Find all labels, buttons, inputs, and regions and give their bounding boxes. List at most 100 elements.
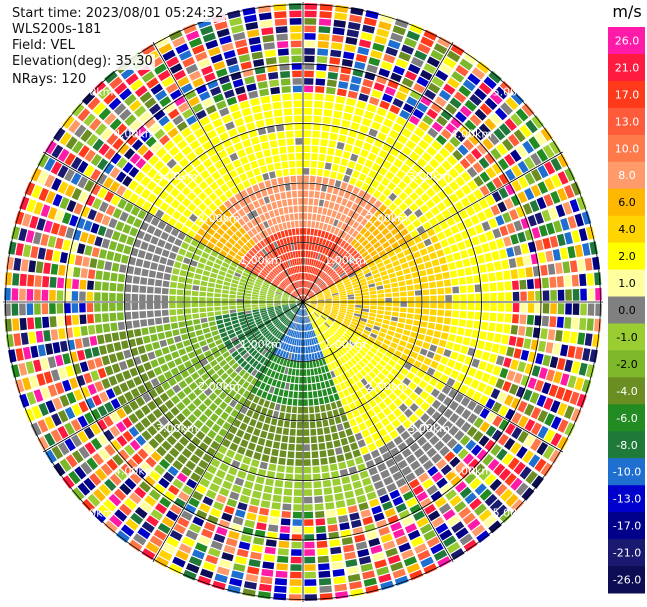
range-gate: [364, 272, 372, 278]
range-gate: [71, 303, 79, 313]
range-gate: [185, 30, 200, 41]
range-gate: [403, 208, 413, 217]
range-gate: [243, 255, 251, 262]
range-gate: [222, 363, 231, 372]
range-gate: [184, 219, 194, 228]
range-gate: [473, 320, 481, 330]
range-gate: [549, 356, 559, 369]
range-gate: [261, 328, 268, 335]
range-gate: [399, 340, 407, 347]
range-gate: [255, 281, 262, 286]
range-gate: [214, 407, 224, 416]
range-gate: [477, 211, 487, 222]
range-gate: [260, 430, 268, 439]
range-gate: [137, 527, 151, 540]
range-gate: [246, 284, 253, 289]
range-gate: [313, 276, 318, 283]
range-gate: [280, 525, 290, 533]
range-gate: [318, 26, 331, 34]
range-gate: [317, 306, 324, 310]
range-gate: [447, 515, 460, 527]
range-gate: [340, 373, 347, 381]
range-gate: [318, 262, 323, 269]
range-gate: [333, 352, 339, 360]
range-gate: [369, 215, 378, 224]
range-gate: [487, 458, 500, 471]
range-gate: [399, 484, 411, 495]
range-gate: [282, 374, 287, 382]
range-gate: [57, 410, 69, 423]
range-gate: [285, 328, 290, 335]
range-gate: [364, 110, 375, 120]
range-gate: [219, 559, 232, 569]
range-gate: [321, 286, 328, 291]
range-gate: [333, 203, 340, 211]
range-gate: [319, 374, 324, 382]
range-gate: [350, 442, 359, 451]
range-gate: [385, 136, 396, 146]
range-gate: [257, 276, 264, 282]
range-gate: [513, 461, 526, 475]
range-gate: [389, 104, 401, 115]
range-gate: [304, 280, 307, 288]
range-gate: [377, 298, 385, 302]
range-gate: [291, 338, 295, 345]
range-gate: [234, 509, 246, 518]
range-gate: [316, 176, 323, 184]
range-gate: [586, 273, 594, 286]
range-gate: [436, 134, 447, 146]
range-gate: [251, 304, 259, 308]
range-gate: [534, 212, 544, 225]
range-gate: [319, 11, 332, 19]
range-gate: [393, 207, 402, 217]
range-gate: [516, 256, 524, 267]
range-gate: [148, 389, 158, 399]
range-gate: [443, 246, 452, 255]
range-gate: [168, 377, 177, 387]
range-gate: [483, 514, 497, 528]
range-gate: [510, 91, 525, 106]
range-gate: [314, 277, 319, 284]
range-gate: [126, 379, 136, 390]
range-gate: [299, 361, 303, 369]
range-gate: [209, 111, 220, 122]
range-gate: [119, 331, 127, 340]
range-gate: [238, 314, 245, 319]
range-gate: [322, 223, 328, 231]
range-gate: [181, 127, 192, 138]
range-gate: [460, 396, 471, 407]
range-gate: [520, 303, 527, 313]
range-gate: [388, 192, 397, 202]
range-gate: [275, 26, 288, 34]
range-gate: [261, 391, 268, 399]
range-gate: [486, 332, 495, 342]
range-gate: [299, 280, 302, 288]
range-gate: [307, 307, 313, 313]
range-gate: [172, 210, 182, 220]
range-gate: [316, 319, 322, 326]
range-gate: [206, 129, 217, 140]
range-gate: [482, 283, 490, 292]
range-gate: [333, 19, 346, 28]
range-gate: [219, 107, 230, 117]
range-gate: [184, 235, 193, 244]
range-gate: [372, 254, 380, 261]
range-gate: [269, 456, 278, 464]
range-gate: [170, 176, 181, 186]
range-gate: [282, 318, 288, 324]
range-gate: [431, 411, 442, 421]
range-gate: [349, 581, 363, 590]
range-gate: [298, 399, 303, 406]
range-gate: [569, 260, 578, 273]
range-gate: [250, 435, 259, 444]
range-gate: [307, 376, 312, 384]
range-gate: [301, 302, 303, 309]
range-gate: [459, 533, 473, 546]
range-gate: [451, 71, 465, 83]
range-gate: [490, 148, 502, 160]
range-gate: [312, 466, 320, 474]
range-gate: [298, 288, 301, 295]
range-gate: [263, 196, 270, 204]
range-gate: [503, 357, 512, 368]
range-gate: [336, 141, 345, 150]
